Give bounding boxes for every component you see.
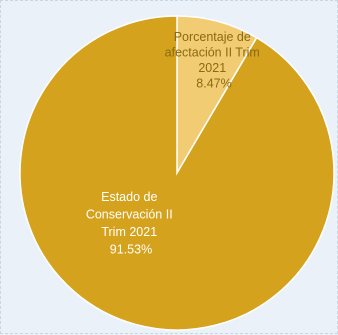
- pie-slice-conservation: [19, 15, 335, 331]
- slice-label-conservation: Estado de Conservación II Trim 2021 91.5…: [86, 190, 176, 257]
- slice-label-affectation: Porcentaje de afectación II Trim 2021 8.…: [165, 30, 264, 91]
- pie-slice-affectation: [176, 15, 258, 176]
